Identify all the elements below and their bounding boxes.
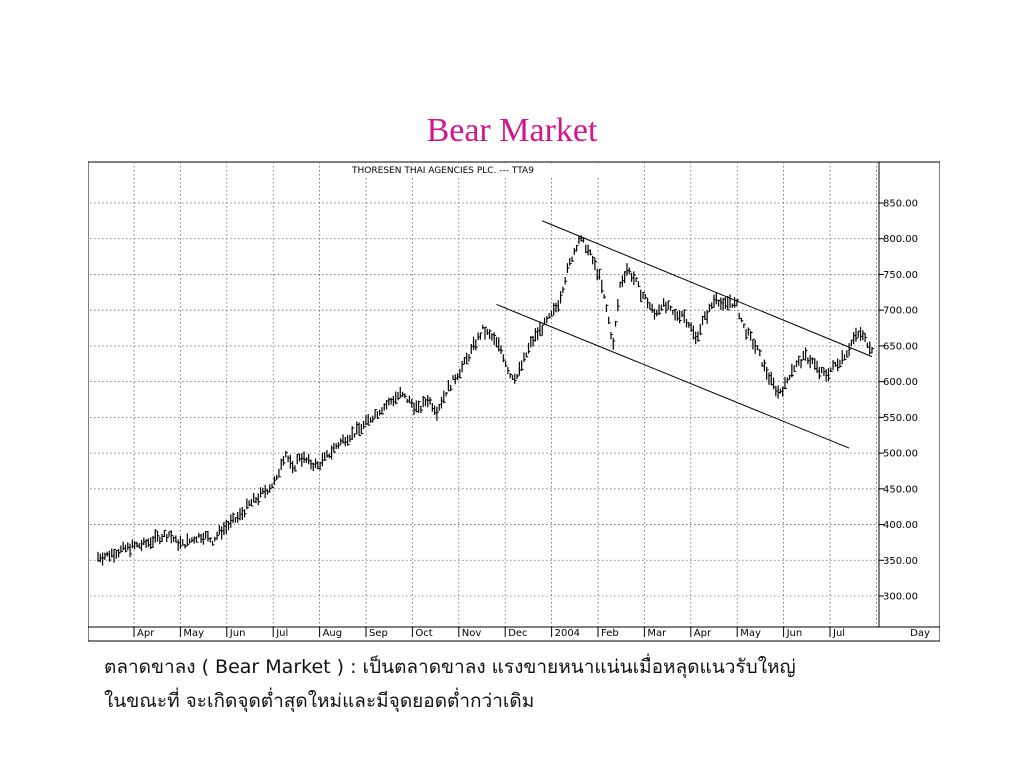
y-tick-label: 550.00 <box>883 413 918 424</box>
caption: ตลาดขาลง ( Bear Market ) : เป็นตลาดขาลง … <box>104 650 796 718</box>
chart-header-title: THORESEN THAI AGENCIES PLC. --- TTA9 <box>351 166 534 176</box>
price-chart: THORESEN THAI AGENCIES PLC. --- TTA9 850… <box>88 161 940 642</box>
chart-grid <box>90 162 879 627</box>
y-tick-label: 700.00 <box>883 306 918 317</box>
y-tick-label: 400.00 <box>883 520 918 531</box>
x-tick-label: May <box>740 628 761 639</box>
x-tick-label: Nov <box>462 628 482 639</box>
y-tick-label: 600.00 <box>883 377 918 388</box>
trend-channel <box>496 220 873 449</box>
y-tick-label: 450.00 <box>883 484 918 495</box>
y-axis-ticks: 850.00 800.00 750.00 700.00 650.00 600.00 550.… <box>879 199 918 603</box>
x-tick-label: Sep <box>369 628 388 639</box>
x-tick-label: Apr <box>137 628 155 639</box>
y-tick-label: 750.00 <box>883 270 918 281</box>
x-tick-label: Jul <box>832 628 845 639</box>
y-tick-label: 500.00 <box>883 449 918 460</box>
x-tick-label: Feb <box>601 628 619 639</box>
chart-border <box>88 161 940 642</box>
y-tick-label: 300.00 <box>883 592 918 603</box>
y-tick-label: 850.00 <box>883 199 918 210</box>
y-tick-label: 800.00 <box>883 234 918 245</box>
caption-line-1: ตลาดขาลง ( Bear Market ) : เป็นตลาดขาลง … <box>104 656 796 678</box>
x-tick-label: 2004 <box>555 628 580 639</box>
x-tick-label: May <box>183 628 204 639</box>
x-tick-label: Mar <box>647 628 667 639</box>
slide-title: Bear Market <box>426 112 598 149</box>
resistance-trendline <box>542 220 873 358</box>
x-tick-label: Jul <box>275 628 288 639</box>
x-axis-ticks: Apr May Jun Jul Aug Sep Oct Nov Dec 2004 Feb Mar Apr… <box>133 627 845 639</box>
x-tick-label: Jun <box>229 628 246 639</box>
x-tick-label: Jun <box>786 628 803 639</box>
chart-header-bg <box>358 164 608 176</box>
x-axis-label: Day <box>910 628 930 639</box>
x-tick-label: Dec <box>508 628 527 639</box>
y-tick-label: 650.00 <box>883 341 918 352</box>
y-tick-label: 350.00 <box>883 556 918 567</box>
caption-line-2: ในขณะที่ จะเกิดจุดต่ำสุดใหม่และมีจุดยอดต… <box>104 690 535 712</box>
support-trendline <box>496 304 850 449</box>
price-bars <box>97 235 874 566</box>
x-tick-label: Oct <box>415 628 432 639</box>
x-tick-label: Aug <box>323 628 343 639</box>
x-tick-label: Apr <box>694 628 712 639</box>
